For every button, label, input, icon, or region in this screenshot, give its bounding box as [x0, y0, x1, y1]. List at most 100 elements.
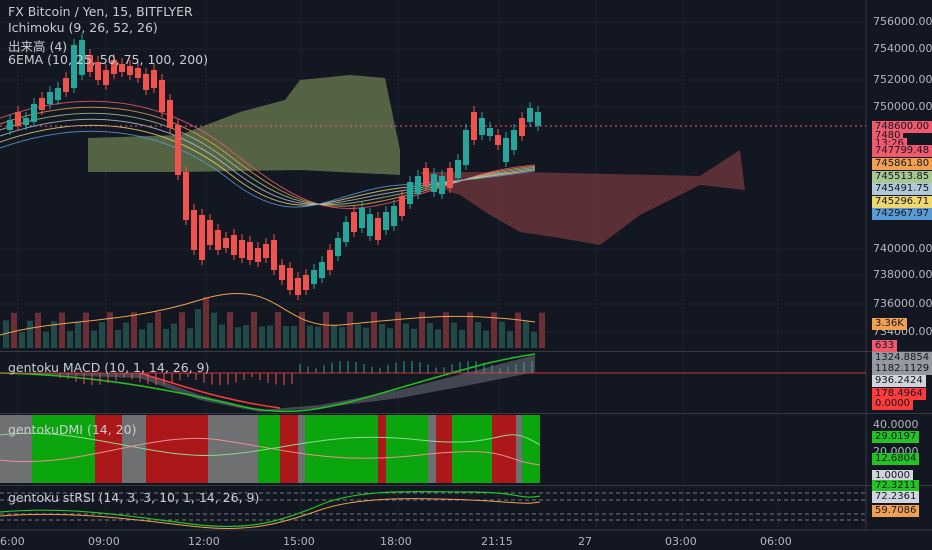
volume-bar: [171, 323, 177, 348]
dmi-zone: [492, 415, 516, 483]
candle-body: [183, 172, 189, 220]
candle-body: [215, 230, 221, 250]
volume-bar: [347, 312, 353, 348]
volume-bar: [371, 312, 377, 348]
signal-line: [139, 372, 281, 409]
dmi-zone: [516, 415, 522, 483]
candle-body: [423, 168, 429, 186]
volume-bar: [395, 312, 401, 348]
price-tag: 742967.97: [872, 208, 932, 220]
srsi-legend[interactable]: gentoku stRSI (14, 3, 3, 10, 1, 14, 26, …: [8, 490, 260, 505]
macd-legend[interactable]: gentoku MACD (10, 1, 14, 26, 9): [8, 360, 210, 375]
volume-bar: [515, 312, 521, 348]
pane-separator[interactable]: [0, 485, 932, 486]
volume-bar: [267, 325, 273, 348]
volume-bar: [211, 312, 217, 348]
macd-line: [0, 353, 536, 413]
time-axis-label: 18:00: [380, 535, 412, 548]
volume-bar: [331, 325, 337, 348]
time-axis-label: 6:00: [0, 535, 25, 548]
volume-bar: [139, 329, 145, 348]
time-axis-label: 03:00: [665, 535, 697, 548]
candle-body: [495, 135, 501, 145]
candle-body: [15, 112, 21, 126]
srsi-tag: 72.3211: [872, 480, 920, 492]
srsi-tag: 59.7086: [872, 505, 920, 517]
volume-bar: [435, 329, 441, 348]
dmi-zone: [305, 415, 378, 483]
candle-body: [351, 212, 357, 232]
volume-bar: [83, 312, 89, 348]
candle-body: [151, 70, 157, 88]
volume-legend[interactable]: 出来高 (4): [8, 39, 68, 54]
volume-bar: [107, 312, 113, 348]
volume-bar: [187, 328, 193, 348]
candle-body: [191, 210, 197, 250]
macd-tag: 0.0000: [872, 398, 913, 410]
pane-separator[interactable]: [0, 413, 932, 414]
candle-body: [519, 118, 525, 136]
ichimoku-legend[interactable]: Ichimoku (9, 26, 52, 26): [8, 20, 158, 35]
volume-tag: 3.36K: [872, 318, 907, 330]
volume-bar: [427, 323, 433, 348]
volume-bar: [203, 297, 209, 348]
candle-body: [127, 66, 133, 75]
candle-body: [439, 176, 445, 194]
price-axis-label: 756000.00: [873, 15, 932, 28]
volume-bar: [163, 328, 169, 348]
volume-bar: [403, 323, 409, 348]
candle-body: [31, 104, 37, 122]
candle-body: [23, 118, 29, 125]
candle-body: [103, 70, 109, 85]
candle-body: [463, 130, 469, 165]
dmi-zone: [452, 415, 492, 483]
dmi-tag: 12.6804: [872, 453, 920, 465]
dmi-zone: [428, 415, 436, 483]
volume-bar: [531, 331, 537, 348]
volume-bar: [219, 324, 225, 348]
candle-body: [511, 130, 517, 150]
time-axis-label: 12:00: [188, 535, 220, 548]
pane-separator[interactable]: [0, 351, 932, 352]
volume-bar: [315, 326, 321, 348]
volume-bar: [251, 312, 257, 348]
volume-bar: [379, 324, 385, 348]
candle-body: [159, 80, 165, 112]
srsi-tag: 72.2361: [872, 491, 920, 503]
candle-body: [471, 112, 477, 140]
candle-body: [7, 120, 13, 130]
candle-body: [327, 250, 333, 270]
volume-bar: [507, 331, 513, 348]
volume-bar: [283, 326, 289, 348]
volume-bar: [499, 321, 505, 348]
volume-bar: [411, 328, 417, 348]
dmi-legend[interactable]: gentokuDMI (14, 20): [8, 422, 137, 437]
candle-body: [239, 240, 245, 258]
volume-bar: [35, 312, 41, 348]
volume-bar: [67, 331, 73, 348]
time-axis-label: 27: [578, 535, 592, 548]
volume-bar: [91, 330, 97, 348]
volume-bar: [355, 324, 361, 348]
volume-bar: [387, 328, 393, 348]
dmi-plus-line: [0, 432, 541, 456]
volume-bar: [147, 323, 153, 348]
ema-legend[interactable]: 6EMA (10, 25, 50, 75, 100, 200): [8, 52, 208, 67]
candle-body: [527, 108, 533, 122]
candle-body: [431, 174, 437, 192]
candle-body: [407, 182, 413, 204]
dmi-zone: [146, 415, 208, 483]
symbol-title[interactable]: FX Bitcoin / Yen, 15, BITFLYER: [8, 4, 193, 19]
price-axis-label: 738000.00: [873, 268, 932, 281]
time-axis-label: 15:00: [283, 535, 315, 548]
candle-body: [47, 92, 53, 104]
price-tag: 745296.71: [872, 196, 932, 208]
candle-body: [311, 270, 317, 284]
volume-bar: [123, 322, 129, 348]
candle-body: [359, 208, 365, 228]
candle-body: [415, 176, 421, 194]
volume-bar: [491, 312, 497, 348]
dmi-zone: [208, 415, 258, 483]
volume-bar: [11, 312, 17, 348]
